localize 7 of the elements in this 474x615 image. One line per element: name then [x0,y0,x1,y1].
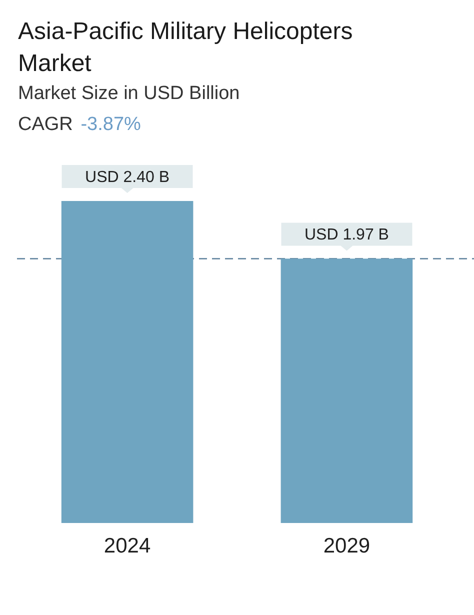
x-tick-label: 2024 [104,534,151,558]
data-label: USD 2.40 B [85,169,170,186]
chart-title: Asia-Pacific Military Helicopters Market [18,18,353,77]
chart-subtitle: Market Size in USD Billion [18,83,240,104]
text: CAGR -3.87% [18,114,142,135]
x-tick-label: 2029 [323,534,370,558]
data-label: USD 1.97 B [304,226,389,244]
